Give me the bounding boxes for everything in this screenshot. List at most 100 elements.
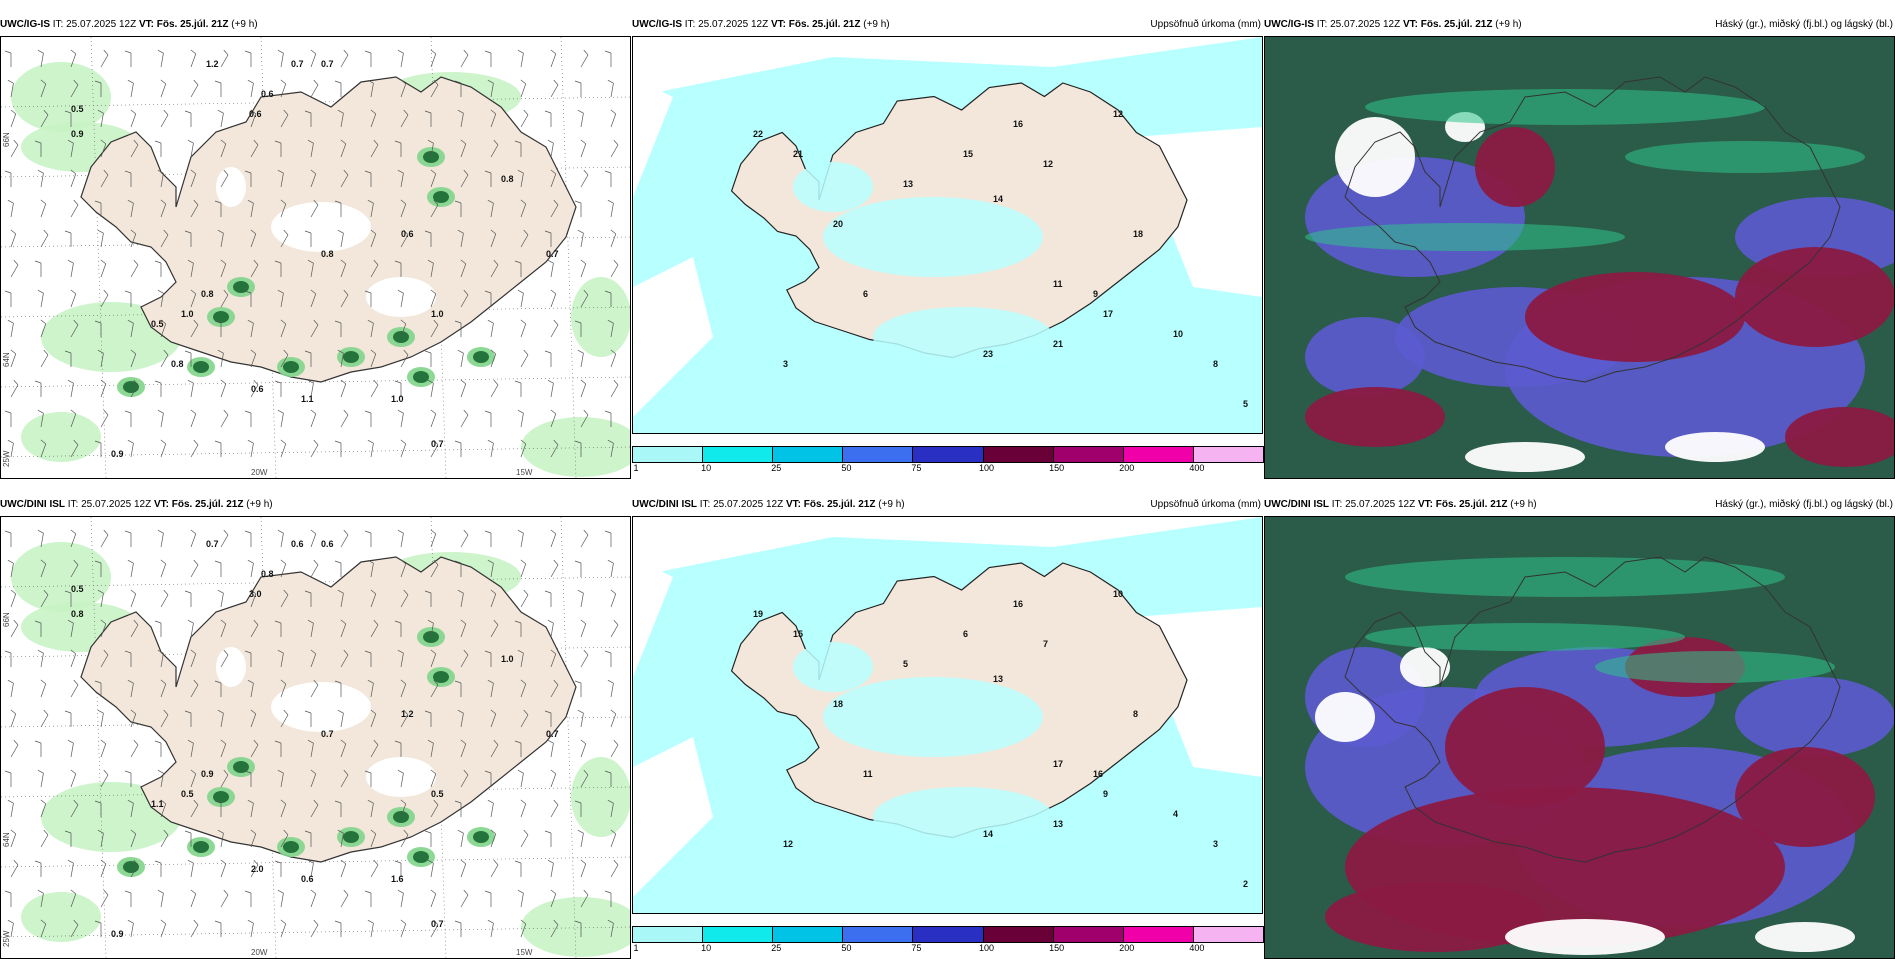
barb-shaft <box>250 443 254 458</box>
barb-flag <box>583 889 589 896</box>
precip-area <box>521 897 630 957</box>
barb-shaft <box>520 203 527 218</box>
precip-area <box>11 62 111 132</box>
wind-barb-icon <box>100 379 107 398</box>
precip-cell-core <box>413 371 429 383</box>
barb-flag <box>424 350 432 354</box>
wind-barb-icon <box>184 230 192 247</box>
wind-barb-icon <box>400 829 409 848</box>
barb-shaft <box>10 864 19 878</box>
barb-flag <box>43 709 49 716</box>
barb-shaft <box>340 383 347 398</box>
barb-flag <box>157 169 164 174</box>
precip-value-label: 15 <box>793 629 803 639</box>
wind-barb-icon <box>430 799 439 818</box>
barb-flag <box>394 380 402 384</box>
wind-barb-icon <box>580 859 587 878</box>
barb-shaft <box>460 534 469 548</box>
latitude-label: 66N <box>2 132 11 147</box>
barb-shaft <box>280 653 284 668</box>
barb-shaft <box>550 53 557 68</box>
barb-shaft <box>40 834 49 848</box>
barb-flag <box>454 80 462 84</box>
barb-flag <box>73 679 79 686</box>
barb-flag <box>310 769 317 775</box>
barb-shaft <box>190 743 194 758</box>
barb-shaft <box>130 443 134 458</box>
barb-flag <box>13 739 19 746</box>
barb-shaft <box>130 203 134 218</box>
precip-cell-core <box>473 351 489 363</box>
barb-flag <box>100 379 107 385</box>
wind-barb-icon <box>67 739 74 758</box>
barb-shaft <box>490 864 499 878</box>
wind-barb-icon <box>340 49 349 68</box>
barb-flag <box>337 229 344 234</box>
barb-flag <box>67 259 74 264</box>
wind-barb-icon <box>214 680 222 697</box>
barb-shaft <box>100 593 104 608</box>
barb-flag <box>514 260 522 264</box>
precip-area <box>21 892 101 942</box>
precip-value-label: 21 <box>793 149 803 159</box>
wind-barb-icon <box>520 439 527 458</box>
barb-shaft <box>400 533 404 548</box>
barb-shaft <box>100 383 107 398</box>
wind-barb-icon <box>454 680 462 697</box>
precip-value-label: 8 <box>1133 709 1138 719</box>
barb-flag <box>610 229 617 235</box>
wind-barb-icon <box>70 529 77 548</box>
barb-shaft <box>310 623 314 638</box>
barb-flag <box>397 289 404 294</box>
wind-barb-icon <box>364 410 372 427</box>
wind-barb-icon <box>280 349 289 368</box>
barb-shaft <box>160 893 164 908</box>
barb-flag <box>7 919 14 924</box>
barb-shaft <box>220 593 224 608</box>
wind-barb-icon <box>304 710 312 727</box>
wind-barb-icon <box>310 649 317 668</box>
barb-shaft <box>340 174 349 188</box>
wind-barb-icon <box>490 859 499 878</box>
wind-barb-icon <box>367 79 374 98</box>
barb-shaft <box>10 384 19 398</box>
barb-shaft <box>190 53 197 68</box>
wind-barb-icon <box>220 619 227 638</box>
wind-barb-icon <box>367 319 374 338</box>
barb-shaft <box>340 353 344 368</box>
barb-flag <box>43 589 49 596</box>
barb-flag <box>337 349 344 354</box>
barb-shaft <box>370 384 379 398</box>
barb-shaft <box>550 924 559 938</box>
colorbar-tick-label: 10 <box>701 943 712 953</box>
barb-shaft <box>280 533 284 548</box>
barb-shaft <box>370 624 379 638</box>
barb-shaft <box>460 833 464 848</box>
wind-barb-icon <box>580 529 589 548</box>
wind-barb-icon <box>517 49 524 68</box>
wind-barb-icon <box>250 709 257 728</box>
barb-shaft <box>70 324 79 338</box>
wind-barb-icon <box>454 440 462 457</box>
wind-barb-icon <box>607 559 614 578</box>
barb-flag <box>247 799 254 804</box>
precip-area <box>571 277 630 357</box>
wind-barb-icon <box>547 619 554 638</box>
wind-barb-icon <box>517 409 524 428</box>
barb-flag <box>430 169 437 175</box>
barb-shaft <box>400 683 407 698</box>
barb-flag <box>274 620 282 624</box>
barb-flag <box>310 409 317 415</box>
precip-value-label: 0.5 <box>431 789 444 799</box>
barb-flag <box>373 379 379 386</box>
barb-flag <box>103 769 109 776</box>
wind-barb-icon <box>580 49 589 68</box>
barb-flag <box>394 860 402 864</box>
barb-flag <box>463 889 469 896</box>
barb-flag <box>310 289 317 295</box>
wind-barb-icon <box>607 679 614 698</box>
barb-flag <box>283 109 289 116</box>
wind-barb-icon <box>550 799 559 818</box>
barb-flag <box>73 439 79 446</box>
barb-flag <box>574 560 582 564</box>
